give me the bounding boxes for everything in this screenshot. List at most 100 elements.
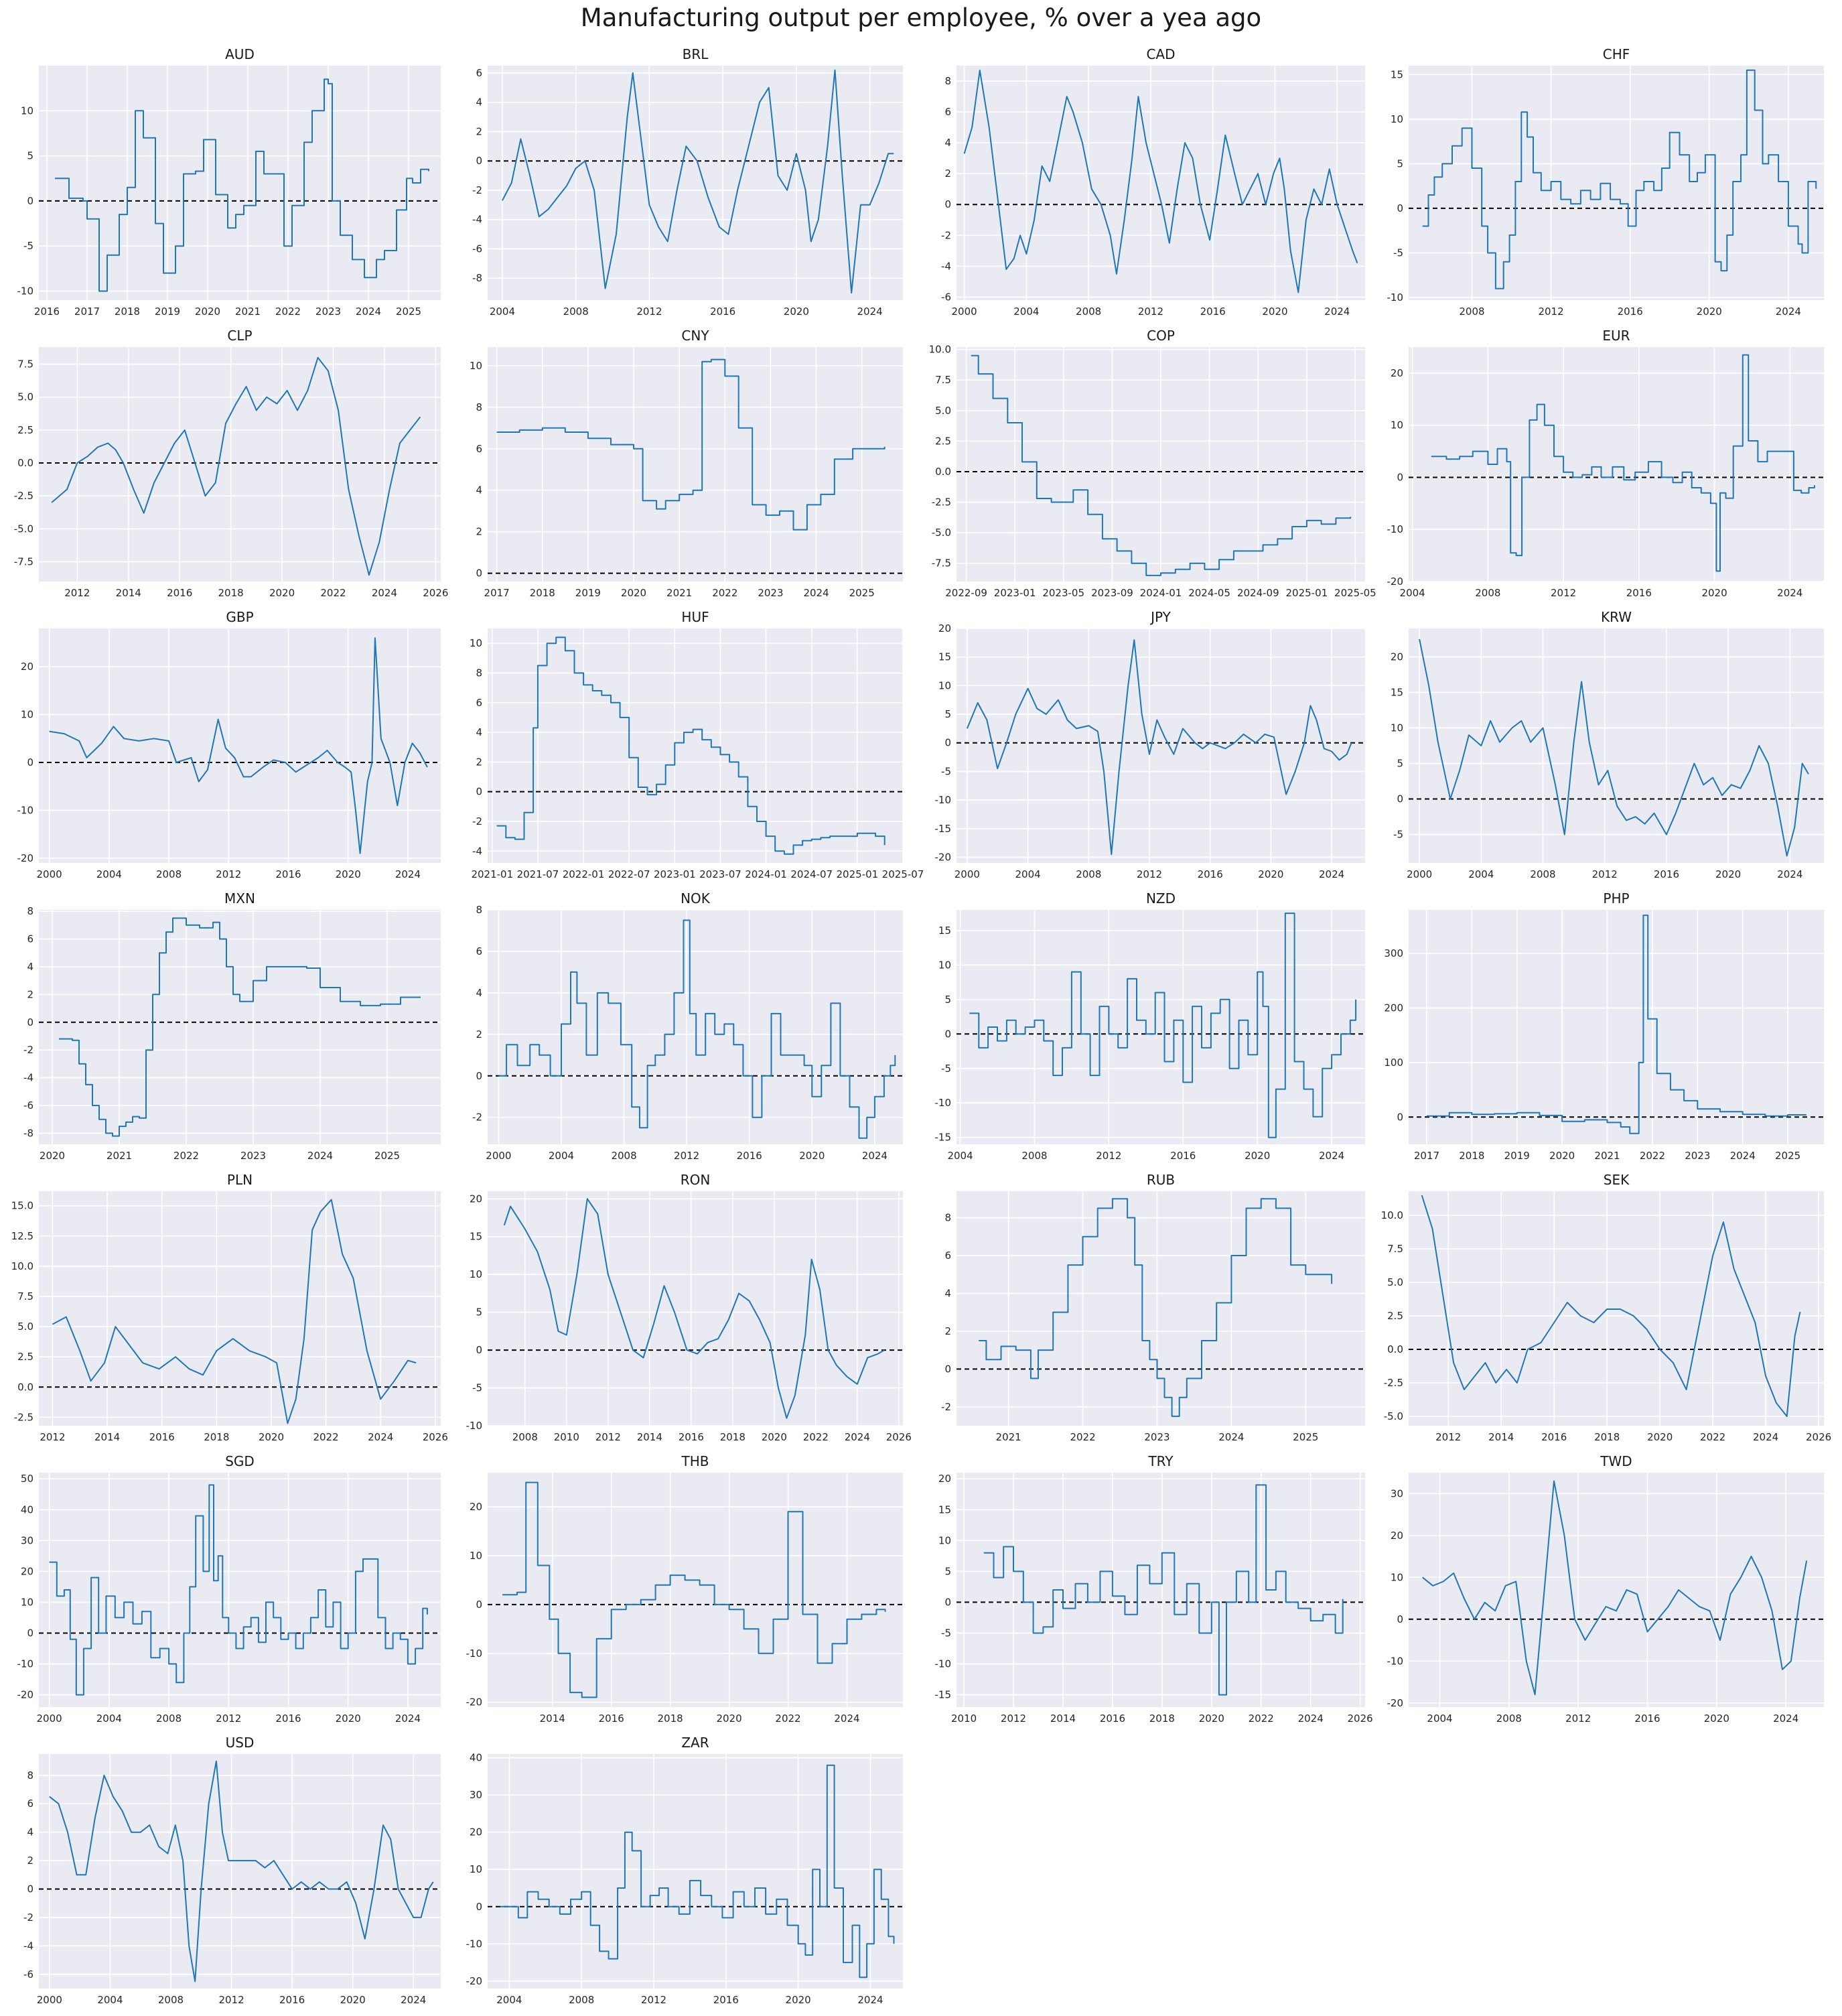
y-tick-label: 10 [470, 637, 482, 649]
panel-sek: -5.0 -2.5 0.0 2.5 5.0 7.5 10.0 2012 2014 2016 2018… [1381, 1172, 1832, 1443]
x-tick-label: 2016 [34, 306, 60, 318]
panel-chf: -10 -5 0 5 10 15 2008 2012 2016 2020 2024 CHF [1387, 46, 1824, 318]
x-tick-label: 2025 [374, 1150, 400, 1162]
y-tick-label: 0 [27, 756, 33, 768]
y-tick-label: 0 [27, 1016, 33, 1028]
y-tick-label: -4 [23, 1940, 33, 1952]
y-tick-label: 8 [27, 905, 33, 917]
y-tick-label: 0.0 [1387, 1343, 1403, 1355]
x-tick-label: 2023 [240, 1150, 266, 1162]
x-tick-label: 2000 [37, 1994, 62, 2006]
y-tick-label: 15 [938, 925, 951, 937]
plot-area [957, 1473, 1365, 1707]
x-tick-label: 2025 [1293, 1431, 1318, 1443]
x-tick-label: 2021 [235, 306, 261, 318]
x-tick-label: 2012 [216, 1712, 241, 1725]
panel-mxn: -8 -6 -4 -2 0 2 4 6 8 2020 2021 2022 2023 2024 2025 MXN [23, 890, 441, 1162]
y-tick-label: 8 [476, 904, 482, 916]
x-tick-label: 2023-09 [1091, 587, 1133, 599]
plot-area [488, 910, 903, 1144]
y-tick-label: 15 [1391, 686, 1403, 698]
series-line [496, 358, 885, 531]
y-tick-label: 200 [1384, 1002, 1403, 1014]
y-tick-label: 0 [1397, 1613, 1403, 1625]
y-tick-label: 20 [470, 1826, 482, 1838]
plot-area [39, 1754, 441, 1989]
x-tick-label: 2016 [1626, 587, 1652, 599]
plot-area [39, 347, 441, 582]
y-tick-label: -20 [17, 852, 34, 864]
panel-title: HUF [681, 609, 709, 625]
panel-title: BRL [683, 46, 709, 62]
x-tick-label: 2016 [713, 1994, 739, 2006]
y-tick-label: -2.5 [14, 490, 33, 502]
y-tick-label: -8 [472, 272, 482, 284]
panel-cad: -6 -4 -2 0 2 4 6 8 2000 2004 2008 2012 2016 2020 2024 C… [941, 46, 1365, 318]
x-tick-label: 2020 [799, 1150, 825, 1162]
y-tick-label: -15 [935, 1132, 952, 1144]
x-tick-label: 2026 [423, 587, 448, 599]
y-tick-label: -5 [1393, 829, 1403, 841]
y-tick-label: 10 [21, 1596, 33, 1608]
x-tick-label: 2022-09 [945, 587, 987, 599]
panel-nok: -2 0 2 4 6 8 2000 2004 2008 2012 2016 2020 2024 NOK [472, 890, 903, 1162]
x-tick-label: 2024 [845, 1431, 870, 1443]
panel-title: COP [1147, 328, 1175, 344]
y-tick-label: -15 [935, 1689, 952, 1701]
x-tick-label: 2023-01 [994, 587, 1036, 599]
panel-title: AUD [225, 46, 255, 62]
plot-area [488, 1754, 903, 1989]
y-tick-label: 12.5 [11, 1230, 33, 1242]
y-tick-label: 15.0 [11, 1200, 33, 1212]
y-tick-label: 5.0 [1387, 1276, 1403, 1288]
series-line [983, 1484, 1344, 1696]
y-tick-label: 8 [476, 401, 482, 413]
y-tick-label: 0 [476, 1344, 482, 1356]
y-tick-label: -20 [17, 1689, 34, 1701]
y-tick-label: 10 [21, 709, 33, 721]
x-tick-label: 2020 [1199, 1712, 1224, 1725]
x-tick-label: 2012 [1137, 868, 1162, 880]
y-tick-label: -10 [17, 285, 34, 297]
x-tick-label: 2008 [569, 1994, 594, 2006]
y-tick-label: 5 [1397, 758, 1403, 770]
panel-title: ZAR [681, 1735, 709, 1751]
plot-area [39, 66, 441, 300]
y-tick-label: -6 [23, 1099, 33, 1112]
y-tick-label: -10 [466, 1648, 483, 1660]
plot-area [957, 1191, 1365, 1426]
x-tick-label: 2008 [512, 1431, 538, 1443]
panel-try: -15 -10 -5 0 5 10 15 20 2010 2012 2014 2016 2018 2020… [935, 1453, 1373, 1725]
y-tick-label: 10 [1391, 1571, 1403, 1583]
x-tick-label: 2025 [396, 306, 421, 318]
y-tick-label: 6 [944, 1250, 951, 1262]
panel-gbp: -20 -10 0 10 20 2000 2004 2008 2012 2016 2020 2024 G… [17, 609, 441, 880]
x-tick-label: 2018 [115, 306, 140, 318]
panel-thb: -20 -10 0 10 20 2014 2016 2018 2020 2022 2024 THB [466, 1453, 903, 1725]
x-tick-label: 2012 [1592, 868, 1618, 880]
x-tick-label: 2014 [637, 1431, 662, 1443]
plot-area [488, 347, 903, 582]
x-tick-label: 2024 [1319, 868, 1344, 880]
y-tick-label: -10 [466, 1938, 483, 1950]
x-tick-label: 2024 [1319, 1150, 1344, 1162]
panel-krw: -5 0 5 10 15 20 2000 2004 2008 2012 2016 2020 2024 KR… [1391, 609, 1824, 880]
x-tick-label: 2025-07 [882, 868, 924, 880]
x-tick-label: 2020 [1715, 868, 1741, 880]
y-tick-label: -20 [935, 851, 952, 863]
x-tick-label: 2012 [595, 1431, 621, 1443]
y-tick-label: 2 [27, 1855, 33, 1867]
x-tick-label: 2012 [1435, 1431, 1461, 1443]
y-tick-label: -10 [935, 794, 952, 806]
panel-twd: -20 -10 0 10 20 30 2004 2008 2012 2016 2020 2024 TWD [1387, 1453, 1824, 1725]
x-tick-label: 2019 [575, 587, 601, 599]
x-tick-label: 2026 [1348, 1712, 1373, 1725]
x-tick-label: 2016 [710, 306, 735, 318]
y-tick-label: -20 [1387, 576, 1404, 588]
x-tick-label: 2016 [1654, 868, 1679, 880]
y-tick-label: 30 [1391, 1487, 1403, 1499]
panel-title: GBP [226, 609, 253, 625]
y-tick-label: 6 [944, 106, 951, 118]
y-tick-label: 20 [1391, 367, 1403, 379]
x-tick-label: 2012 [1001, 1712, 1026, 1725]
